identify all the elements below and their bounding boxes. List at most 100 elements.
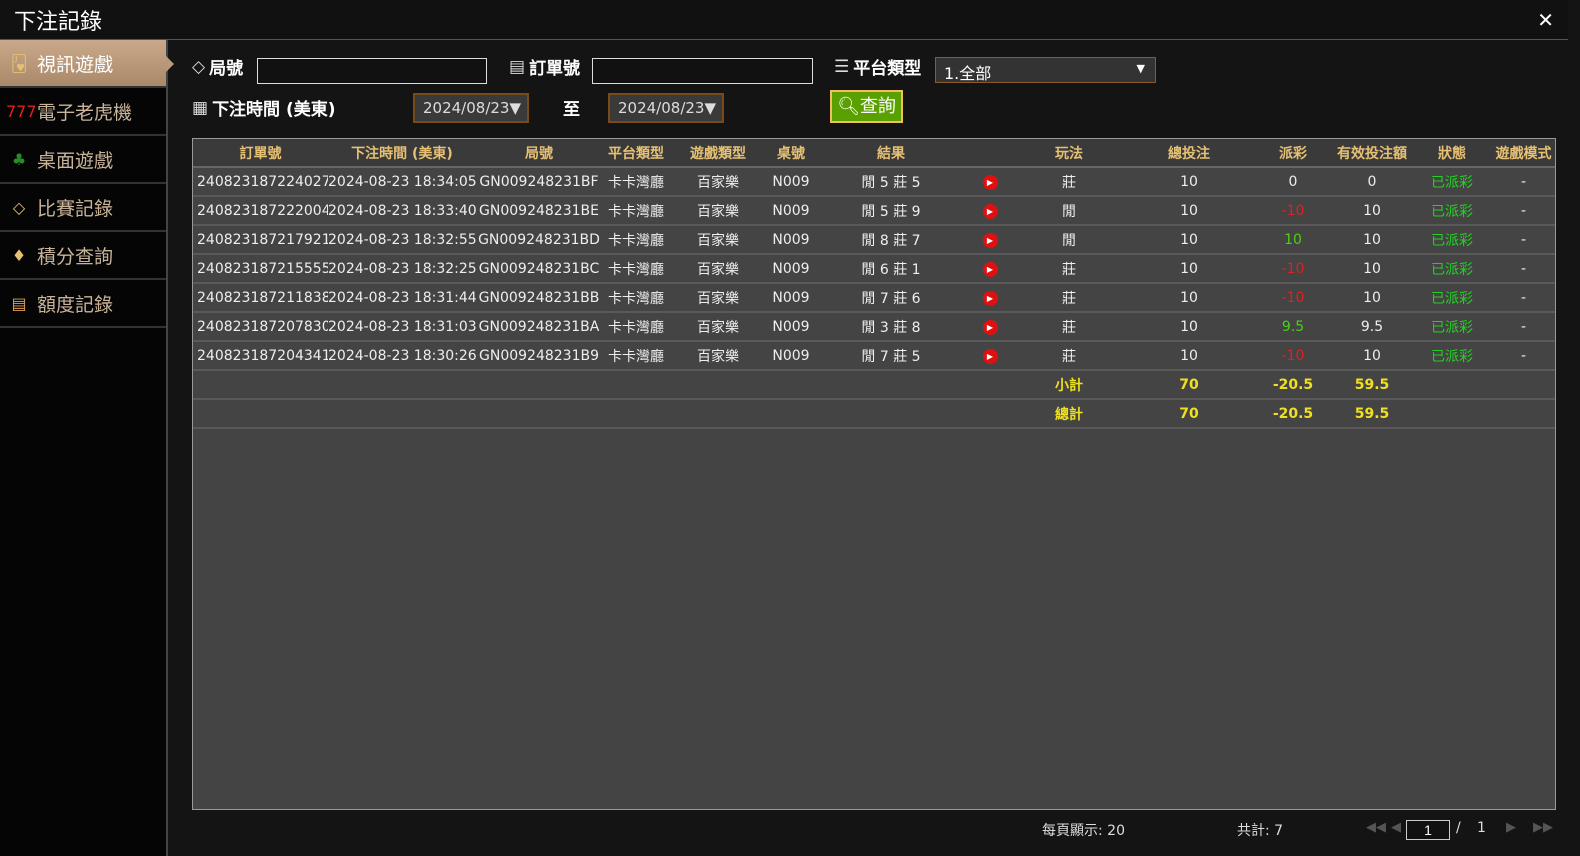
column-header: 局號 <box>476 139 602 168</box>
play-video-icon[interactable]: ▶ <box>982 262 998 277</box>
table-cell: 閒 5 莊 9 <box>816 196 966 226</box>
sidebar-item-4[interactable]: ♦ 積分查詢 <box>0 232 166 280</box>
platform-label: ☰ 平台類型 <box>834 54 922 80</box>
search-label: 查詢 <box>859 96 896 117</box>
table-cell: GN009248231B9 <box>476 341 602 371</box>
table-cell: 240823187224027 <box>193 167 328 197</box>
table-cell: GN009248231BE <box>476 196 602 226</box>
spacer <box>193 399 1014 429</box>
chevron-down-icon: ▼ <box>1136 62 1145 75</box>
table-cell: GN009248231BF <box>476 167 602 197</box>
spacer <box>193 370 1014 400</box>
table-cell: 10 <box>1124 196 1254 226</box>
table-cell: 240823187215555 <box>193 254 328 284</box>
table-cell: 10 <box>1254 225 1332 255</box>
first-page-icon[interactable]: ◀◀ <box>1366 820 1386 835</box>
table-cell: -10 <box>1254 196 1332 226</box>
table-cell: 10 <box>1124 167 1254 197</box>
sidebar-item-label: 比賽記錄 <box>37 197 114 220</box>
table-cell: 10 <box>1124 225 1254 255</box>
order-input[interactable] <box>592 58 813 84</box>
table-cell: 已派彩 <box>1412 254 1492 284</box>
search-button[interactable]: 🔍︎查詢 <box>830 90 903 123</box>
round-label-text: 局號 <box>209 59 244 79</box>
bet-records-table: 訂單號 下注時間 (美東) 局號 平台類型 遊戲類型 桌號 結果 玩法 總投注 派彩 有效投注額 狀態… <box>192 138 1556 810</box>
replay-cell: ▶ <box>966 283 1014 313</box>
play-video-icon[interactable]: ▶ <box>982 175 998 190</box>
spacer <box>1412 370 1555 400</box>
subtotal-label: 小計 <box>1014 370 1124 400</box>
page-separator: / <box>1456 820 1461 836</box>
sidebar-item-3[interactable]: ◇ 比賽記錄 <box>0 184 166 232</box>
table-cell: 10 <box>1124 254 1254 284</box>
table-cell: N009 <box>766 283 816 313</box>
table-cell: 卡卡灣廳 <box>602 283 670 313</box>
table-cell: 百家樂 <box>670 167 766 197</box>
sidebar-item-2[interactable]: ♣ 桌面遊戲 <box>0 136 166 184</box>
play-video-icon[interactable]: ▶ <box>982 349 998 364</box>
sidebar-item-5[interactable]: ▤ 額度記錄 <box>0 280 166 328</box>
play-video-icon[interactable]: ▶ <box>982 320 998 335</box>
sidebar-item-label: 電子老虎機 <box>37 101 133 124</box>
column-header: 訂單號 <box>193 139 328 168</box>
table-cell: - <box>1492 225 1555 255</box>
table-cell: 卡卡灣廳 <box>602 254 670 284</box>
table-cell: 10 <box>1332 225 1412 255</box>
total-valid: 59.5 <box>1332 399 1412 429</box>
play-video-icon[interactable]: ▶ <box>982 291 998 306</box>
table-cell: 莊 <box>1014 167 1124 197</box>
replay-cell: ▶ <box>966 312 1014 342</box>
column-header <box>966 139 1014 168</box>
clipboard-icon: ▤ <box>509 56 526 77</box>
table-cell: - <box>1492 167 1555 197</box>
replay-cell: ▶ <box>966 167 1014 197</box>
table-cell: 2024-08-23 18:30:26 <box>328 341 476 371</box>
table-cell: 閒 8 莊 7 <box>816 225 966 255</box>
table-row: 240823187211838 2024-08-23 18:31:44 GN0092… <box>193 283 1555 313</box>
replay-cell: ▶ <box>966 196 1014 226</box>
date-to-picker[interactable]: 2024/08/23▼ <box>608 93 724 123</box>
table-cell: 10 <box>1124 312 1254 342</box>
table-cell: GN009248231BB <box>476 283 602 313</box>
play-video-icon[interactable]: ▶ <box>982 233 998 248</box>
table-cell: 卡卡灣廳 <box>602 196 670 226</box>
page-count: 1 <box>1477 820 1486 836</box>
table-cell: 百家樂 <box>670 254 766 284</box>
round-input[interactable] <box>257 58 487 84</box>
table-cell: 10 <box>1332 196 1412 226</box>
table-cell: -10 <box>1254 341 1332 371</box>
sidebar-item-1[interactable]: 777 電子老虎機 <box>0 88 166 136</box>
sidebar-item-0[interactable]: 🂻 視訊遊戲 <box>0 40 174 88</box>
table-row: 240823187217921 2024-08-23 18:32:55 GN0092… <box>193 225 1555 255</box>
replay-cell: ▶ <box>966 341 1014 371</box>
table-cell: 10 <box>1332 254 1412 284</box>
table-cell: 閒 7 莊 6 <box>816 283 966 313</box>
tag-icon: ◇ <box>192 56 206 77</box>
last-page-icon[interactable]: ▶▶ <box>1533 820 1553 835</box>
close-icon[interactable]: ✕ <box>1537 8 1554 32</box>
page-input[interactable] <box>1406 820 1450 840</box>
list-icon: ☰ <box>834 56 850 77</box>
platform-label-text: 平台類型 <box>853 59 922 79</box>
table-cell: 已派彩 <box>1412 225 1492 255</box>
order-label: ▤ 訂單號 <box>509 54 580 80</box>
next-page-icon[interactable]: ▶ <box>1506 820 1516 835</box>
total-label: 總計 <box>1014 399 1124 429</box>
table-cell: 10 <box>1332 283 1412 313</box>
column-header: 遊戲模式 <box>1492 139 1555 168</box>
table-cell: 240823187217921 <box>193 225 328 255</box>
platform-select[interactable]: 1.全部 ▼ <box>935 57 1156 83</box>
table-cell: 10 <box>1332 341 1412 371</box>
slot-777-icon: 777 <box>6 101 37 121</box>
date-from-picker[interactable]: 2024/08/23▼ <box>413 93 529 123</box>
play-video-icon[interactable]: ▶ <box>982 204 998 219</box>
table-cell: N009 <box>766 225 816 255</box>
chips-icon: ♣ <box>11 149 27 169</box>
column-header: 派彩 <box>1254 139 1332 168</box>
prev-page-icon[interactable]: ◀ <box>1391 820 1401 835</box>
table-cell: 已派彩 <box>1412 167 1492 197</box>
table-cell: 2024-08-23 18:32:55 <box>328 225 476 255</box>
table-cell: - <box>1492 341 1555 371</box>
table-cell: - <box>1492 254 1555 284</box>
table-cell: GN009248231BC <box>476 254 602 284</box>
